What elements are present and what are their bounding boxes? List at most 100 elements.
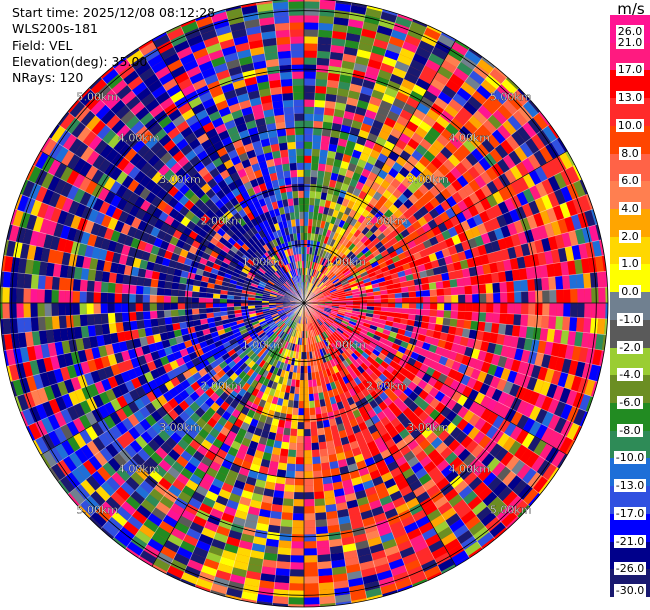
gate-cell [39,371,51,388]
gate-cell [349,126,361,137]
ray-separator [303,302,531,507]
gate-cell [266,474,277,484]
gate-cell [304,569,319,577]
gate-cell [425,59,441,73]
gate-cell [380,348,390,357]
gate-cell [254,529,268,539]
gate-cell [388,427,399,439]
gate-cell [486,252,497,264]
gate-cell [254,373,262,382]
gate-cell [504,324,514,336]
gate-cell [273,335,280,343]
gate-cell [277,547,292,556]
gate-cell [504,270,514,282]
gate-cell [456,199,469,212]
gate-cell [327,150,337,159]
gate-cell [330,290,338,295]
gate-cell [421,167,433,179]
gate-cell [584,209,596,227]
gate-cell [347,577,364,588]
gate-cell [434,346,445,356]
gate-cell [360,303,368,307]
gate-cell [247,469,259,480]
gate-cell [321,469,332,478]
gate-cell [221,352,231,361]
gate-cell [591,303,599,319]
gate-cell [205,378,216,388]
gate-cell [353,142,365,153]
gate-cell [418,473,432,486]
gate-cell [63,378,75,394]
gate-cell [324,354,330,362]
gate-cell [437,164,450,177]
gate-cell [304,401,310,409]
gate-cell [105,496,121,512]
gate-cell [430,102,445,116]
gate-cell [304,576,319,584]
gate-cell [458,106,473,121]
gate-cell [358,354,367,363]
gate-cell [497,486,513,502]
gate-cell [304,197,310,205]
gate-cell [133,397,146,410]
gate-cell [286,349,292,358]
ray-separator [125,302,305,550]
gate-cell [148,342,158,353]
gate-cell [329,136,340,146]
gate-cell [474,404,487,418]
gate-cell [342,283,350,288]
gate-cell [338,335,346,343]
gate-cell [487,114,503,130]
gate-cell [464,248,474,260]
gate-cell [167,397,179,409]
gate-cell [334,152,344,161]
gate-cell [319,596,336,605]
gate-cell [487,363,498,376]
gate-cell [493,365,505,379]
gate-cell [201,527,217,539]
gate-cell [502,380,514,395]
gate-cell [534,424,548,440]
gate-cell [291,329,296,337]
gate-cell [238,540,253,551]
gate-cell [334,102,347,111]
gate-cell [462,397,475,410]
gate-cell [422,289,431,297]
ray-separator [303,47,470,304]
gate-cell [370,260,380,268]
gate-cell [547,175,561,192]
gate-cell [311,336,315,345]
gate-cell [282,434,291,443]
gate-cell [196,444,209,456]
gate-cell [209,360,219,369]
gate-cell [156,310,165,319]
gate-cell [429,289,438,297]
gate-cell [316,349,322,358]
gate-cell [423,404,435,416]
gate-cell [78,414,92,430]
gate-cell [181,433,194,445]
gate-cell [335,600,352,606]
gate-cell [314,191,322,200]
gate-cell [500,248,510,261]
gate-cell [128,303,136,313]
gate-cell [386,316,395,322]
gate-cell [163,295,171,303]
gate-cell [218,488,232,500]
gate-cell [325,260,331,268]
gate-cell [337,138,348,148]
gate-cell [227,348,236,357]
gate-cell [350,591,367,601]
gate-cell [538,111,550,126]
gate-cell [372,348,381,357]
gate-cell [277,309,285,314]
gate-cell [58,315,67,329]
gate-cell [398,428,410,440]
gate-cell [32,373,44,390]
ray-separator [303,302,414,587]
gate-cell [153,358,164,369]
gate-cell [507,94,523,111]
gate-cell [47,414,61,431]
gate-cell [498,404,511,419]
gate-cell [354,489,367,500]
